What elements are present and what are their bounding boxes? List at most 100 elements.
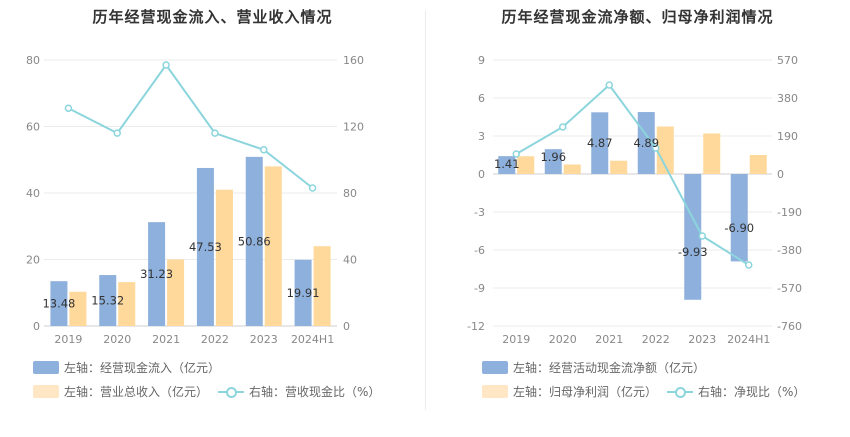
y-tick-label-left: -12 [467,320,485,333]
legend-label: 左轴：营业总收入（亿元） [64,385,209,399]
bar-secondary [563,164,581,174]
y-tick-label-right: 570 [777,54,798,67]
data-label: 4.87 [587,136,613,150]
y-tick-label-right: -760 [777,320,802,333]
bar-secondary [215,189,233,326]
bar-secondary [517,156,535,174]
y-tick-label-right: 40 [343,254,357,267]
line-point [698,232,706,240]
x-tick-label: 2019 [502,333,530,346]
legend-swatch [33,385,59,398]
legend-swatch [482,361,508,374]
y-tick-label-left: -6 [474,244,485,257]
y-tick-label-left: 0 [33,320,40,333]
line-point [308,184,317,192]
bar-primary [245,156,263,326]
bar-primary [99,275,117,326]
x-tick-label: 2021 [595,333,623,346]
line-point [211,129,219,137]
bar-secondary [313,246,331,326]
y-tick-label-right: -570 [777,282,802,295]
y-tick-label-left: -3 [474,206,485,219]
x-tick-label: 2020 [549,333,577,346]
bar-primary [730,174,748,262]
legend-item-cash-inflow[interactable]: 左轴：经营现金流入（亿元） [33,359,220,376]
chart-panel-cash-inflow: 历年经营现金流入、营业收入情况 0 20 40 60 80 0 40 80 120 160 2019… [26,8,380,400]
y-tick-label-left: 0 [478,168,485,181]
y-tick-label-left: 60 [26,121,40,134]
line-point [605,81,613,89]
y-tick-label-right: 80 [343,187,357,200]
bar-secondary [749,155,767,174]
bar-secondary [264,166,282,326]
y-tick-label-right: 0 [777,168,784,181]
legend-item-revenue[interactable]: 左轴：营业总收入（亿元） [33,383,208,400]
legend-item-cash-ratio[interactable]: 右轴：净现比（%） [667,383,805,400]
y-tick-label-right: 0 [343,320,350,333]
x-tick-label: 2023 [688,333,716,346]
legend-label: 左轴：经营现金流入（亿元） [64,361,221,375]
bar-primary [50,281,68,326]
data-label: 15.32 [91,294,124,308]
bar-secondary [610,160,628,174]
bar-primary [544,149,562,174]
legend-item-net-profit[interactable]: 左轴：归母净利润（亿元） [482,383,657,400]
y-tick-label-left: 20 [26,254,40,267]
y-tick-label-left: -9 [474,282,485,295]
bar-secondary [703,133,721,174]
data-label: 1.41 [494,157,520,171]
legend-swatch [482,385,508,398]
bar-primary [294,259,312,326]
y-tick-label-right: 120 [343,121,364,134]
ratio-line [67,63,314,189]
chart-svg-cash-inflow: 0 20 40 60 80 0 40 80 120 160 2019 2020 2021 2022 2023… [26,54,364,346]
legend-item-net-cash[interactable]: 左轴：经营活动现金流净额（亿元） [482,359,705,376]
data-label: 13.48 [42,297,75,311]
y-tick-label-left: 3 [478,130,485,143]
x-tick-label: 2024H1 [291,333,334,346]
line-point [512,150,520,158]
x-tick-label: 2021 [152,333,180,346]
x-tick-label: 2022 [201,333,229,346]
legend-label: 右轴：净现比（%） [698,385,806,399]
y-tick-label-right: 380 [777,92,798,105]
y-tick-label-right: -380 [777,244,802,257]
bar-primary [148,222,166,326]
line-point [64,104,73,112]
data-label: 31.23 [140,267,173,281]
chart-svg-net-cash: -12 -9 -6 -3 0 3 6 9 -760 -570 -380 -190 0 190 380 570 2… [467,54,802,346]
chart-panel-net-cash: 历年经营现金流净额、归母净利润情况 -12 -9 -6 -3 0 3 6 9 -760 -570-… [425,0,850,437]
bar-secondary [69,291,87,326]
y-tick-label-left: 80 [26,54,40,67]
data-label: -6.90 [724,221,754,235]
y-tick-label-right: 160 [343,54,364,67]
bar-secondary [656,126,674,174]
data-label: 47.53 [189,240,222,254]
ratio-line [515,83,750,266]
line-point [260,146,268,154]
line-point [559,123,567,131]
y-tick-label-left: 6 [478,92,485,105]
legend-label: 左轴：归母净利润（亿元） [513,385,658,399]
x-tick-label: 2023 [250,333,278,346]
y-tick-label-left: 9 [478,54,485,67]
legend-item-ratio[interactable]: 右轴：营收现金比（%） [218,383,380,400]
chart-title: 历年经营现金流入、营业收入情况 [92,8,333,26]
line-point [162,61,170,69]
y-tick-label-right: -190 [777,206,802,219]
line-point [652,144,660,152]
x-tick-label: 2020 [103,333,131,346]
data-label: 1.96 [540,150,566,164]
y-tick-label-right: 190 [777,130,798,143]
legend-label: 左轴：经营活动现金流净额（亿元） [513,361,706,375]
bar-primary [684,174,702,300]
legend-swatch [33,361,59,374]
bar-secondary [118,282,136,326]
legend-line-swatch [218,385,244,398]
line-point [745,261,753,269]
x-tick-label: 2024H1 [727,333,770,346]
bar-primary [591,112,609,174]
y-tick-label-left: 40 [26,187,40,200]
data-label: 50.86 [238,234,271,248]
